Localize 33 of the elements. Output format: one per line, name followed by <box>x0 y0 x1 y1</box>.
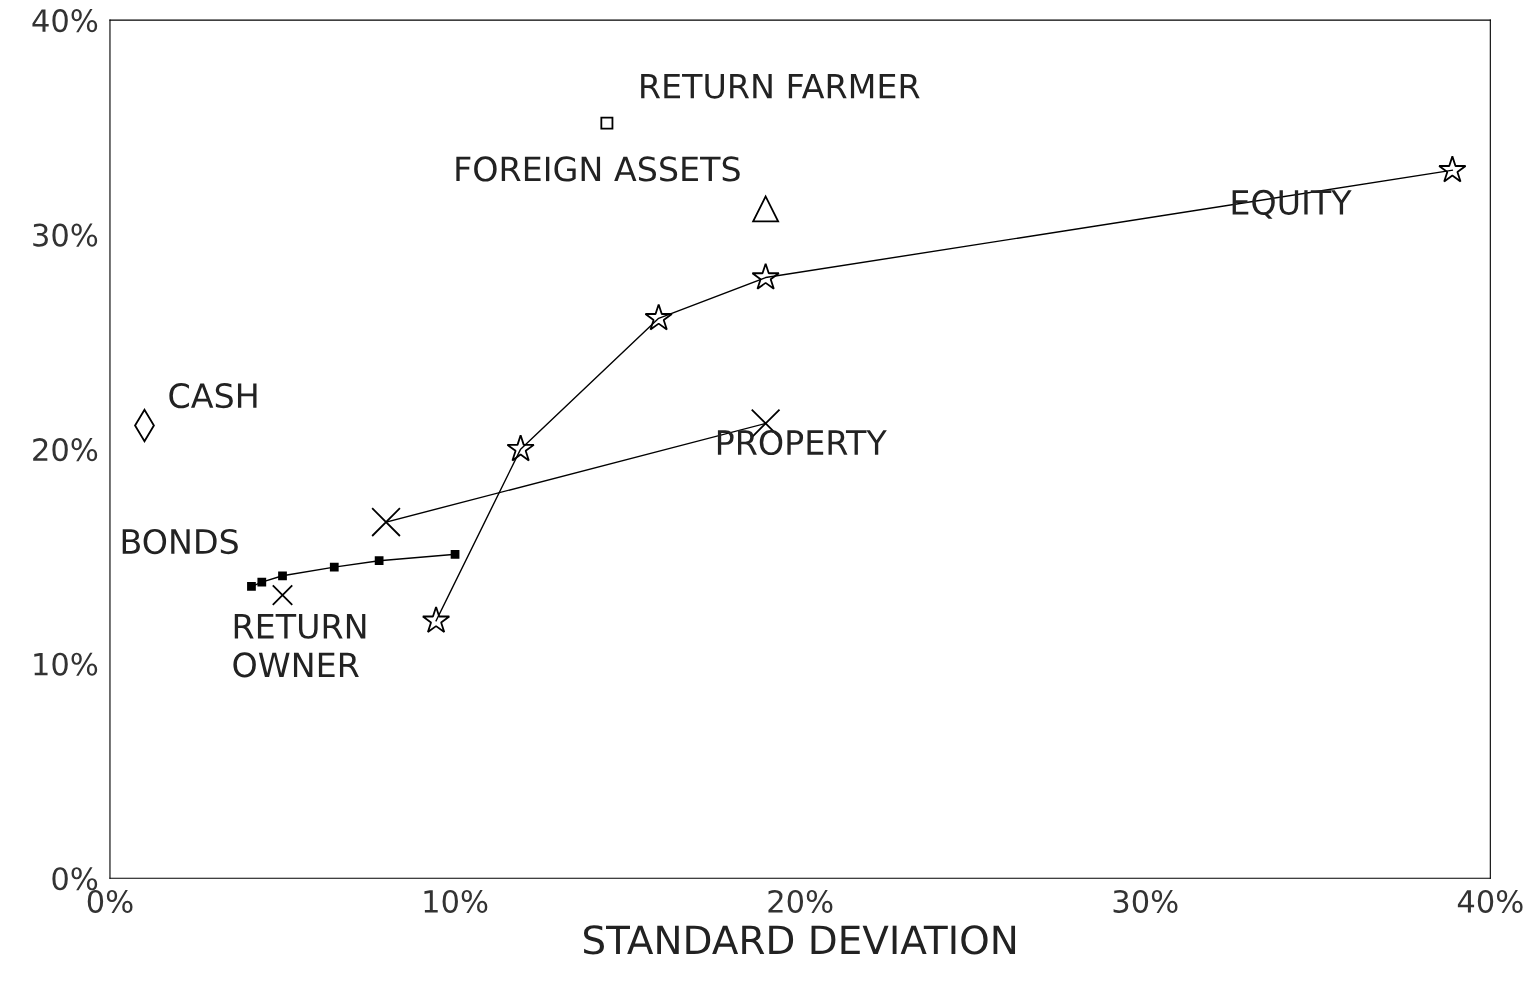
series-label: RETURN OWNER <box>233 614 366 678</box>
y-tick-label: 40% <box>32 9 98 33</box>
series-label: RETURN FARMER <box>641 73 920 99</box>
x-tick-label: 30% <box>1113 889 1178 913</box>
point <box>374 556 384 566</box>
series-label: FOREIGN ASSETS <box>456 156 740 182</box>
series-label: BONDS <box>122 528 238 555</box>
point <box>450 549 460 559</box>
series-label: CASH <box>169 383 257 409</box>
series-label: PROPERTY <box>717 429 887 456</box>
point <box>752 195 780 223</box>
y-tick-label: 10% <box>34 652 98 676</box>
x-tick-label: 10% <box>424 889 488 913</box>
x-tick-label: 0% <box>87 889 133 913</box>
x-tick-label: 40% <box>1457 889 1523 913</box>
point <box>600 116 614 130</box>
point <box>329 562 339 572</box>
x-tick-label: 20% <box>768 889 833 913</box>
point <box>271 584 294 606</box>
point <box>371 507 401 537</box>
point <box>644 303 673 331</box>
point <box>751 262 780 290</box>
series-label: EQUITY <box>1232 189 1352 219</box>
point <box>421 606 451 633</box>
y-tick-label: 0% <box>52 867 98 891</box>
point <box>1438 155 1467 183</box>
x-axis-title: STANDARD DEVIATION <box>584 925 1016 955</box>
point <box>506 434 535 462</box>
point <box>247 582 256 591</box>
point <box>257 577 267 587</box>
y-tick-label: 20% <box>33 438 98 462</box>
y-tick-label: 30% <box>33 223 98 247</box>
point <box>278 571 287 581</box>
